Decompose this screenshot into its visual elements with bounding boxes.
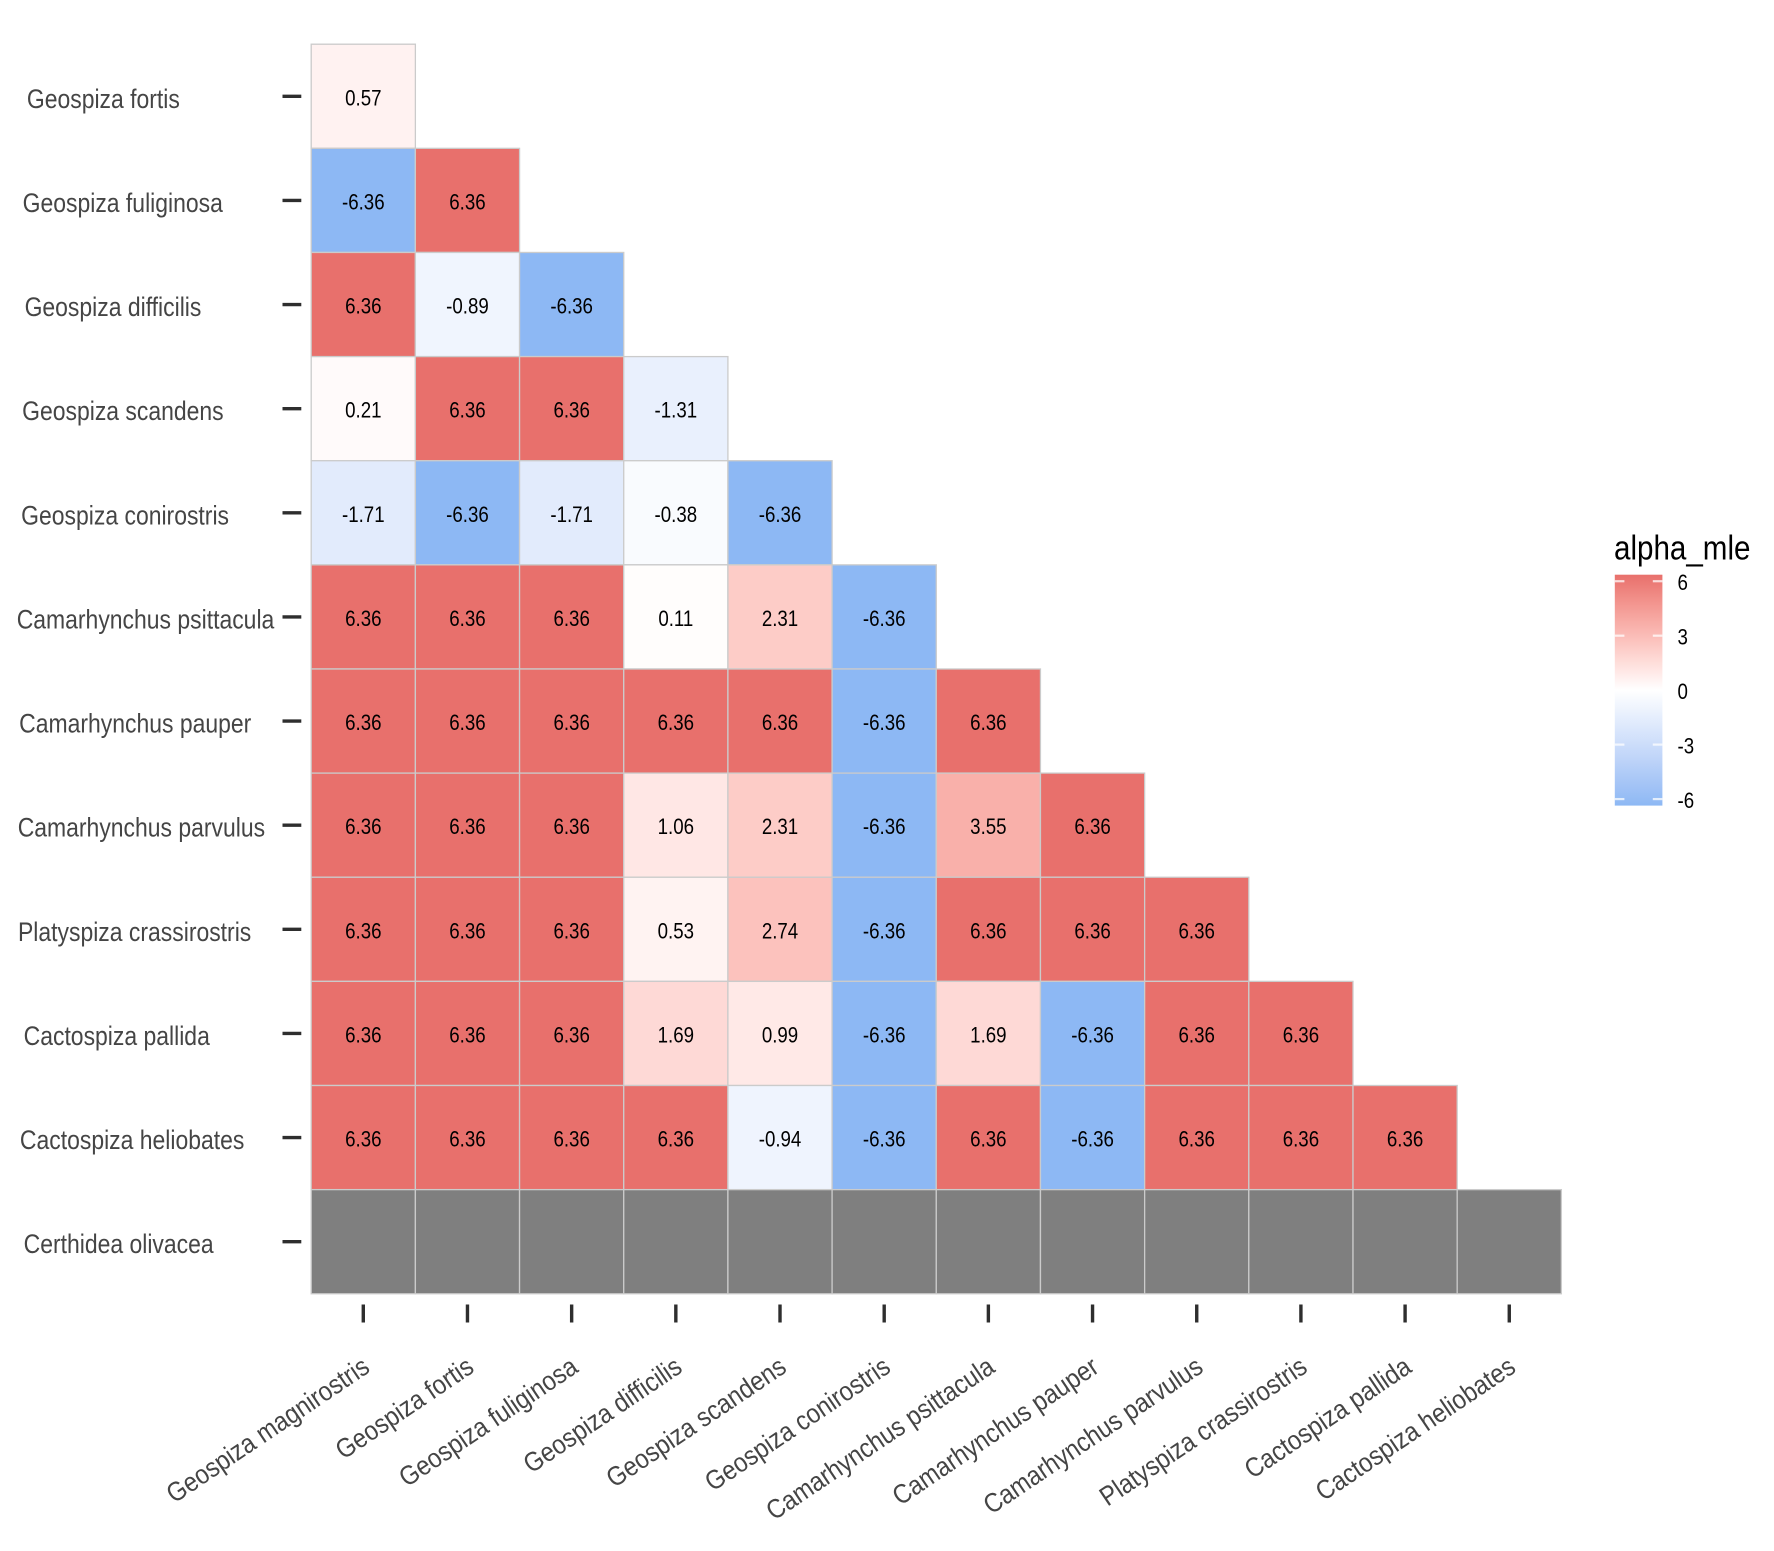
svg-text:6.36: 6.36 xyxy=(449,191,485,215)
svg-text:6.36: 6.36 xyxy=(1074,816,1110,840)
svg-text:3: 3 xyxy=(1678,626,1688,650)
svg-text:6.36: 6.36 xyxy=(1179,1024,1215,1048)
svg-text:6.36: 6.36 xyxy=(449,920,485,944)
svg-text:Cactospiza heliobates: Cactospiza heliobates xyxy=(20,1125,244,1155)
svg-text:-0.89: -0.89 xyxy=(446,295,489,319)
svg-text:0.57: 0.57 xyxy=(345,87,381,111)
svg-text:6.36: 6.36 xyxy=(1283,1024,1319,1048)
svg-text:6.36: 6.36 xyxy=(345,712,381,736)
svg-text:-6.36: -6.36 xyxy=(342,191,385,215)
svg-text:6.36: 6.36 xyxy=(970,712,1006,736)
svg-text:6.36: 6.36 xyxy=(553,920,589,944)
svg-text:6.36: 6.36 xyxy=(345,816,381,840)
svg-text:-3: -3 xyxy=(1678,735,1695,759)
svg-text:6.36: 6.36 xyxy=(762,712,798,736)
svg-text:6.36: 6.36 xyxy=(345,295,381,319)
svg-text:6.36: 6.36 xyxy=(1074,920,1110,944)
svg-text:6.36: 6.36 xyxy=(553,399,589,423)
svg-text:6.36: 6.36 xyxy=(1179,1128,1215,1152)
svg-text:2.74: 2.74 xyxy=(762,920,798,944)
svg-text:6.36: 6.36 xyxy=(658,712,694,736)
svg-text:-6: -6 xyxy=(1678,790,1695,814)
svg-text:6.36: 6.36 xyxy=(658,1128,694,1152)
svg-text:Platyspiza crassirostris: Platyspiza crassirostris xyxy=(18,917,251,947)
svg-text:-0.94: -0.94 xyxy=(759,1128,802,1152)
svg-text:6.36: 6.36 xyxy=(553,1128,589,1152)
svg-text:-6.36: -6.36 xyxy=(1071,1128,1114,1152)
svg-text:Cactospiza pallida: Cactospiza pallida xyxy=(24,1021,210,1051)
svg-text:Geospiza fuliginosa: Geospiza fuliginosa xyxy=(23,188,223,218)
svg-text:6.36: 6.36 xyxy=(1387,1128,1423,1152)
svg-text:alpha_mle: alpha_mle xyxy=(1614,529,1750,567)
svg-text:0: 0 xyxy=(1678,681,1688,705)
svg-text:1.69: 1.69 xyxy=(658,1024,694,1048)
svg-text:6.36: 6.36 xyxy=(553,608,589,632)
svg-text:6.36: 6.36 xyxy=(449,399,485,423)
svg-text:6.36: 6.36 xyxy=(345,920,381,944)
svg-text:Camarhynchus psittacula: Camarhynchus psittacula xyxy=(17,605,275,635)
svg-text:6.36: 6.36 xyxy=(449,1024,485,1048)
svg-text:2.31: 2.31 xyxy=(762,816,798,840)
svg-text:6.36: 6.36 xyxy=(553,816,589,840)
svg-text:-6.36: -6.36 xyxy=(863,1024,906,1048)
svg-text:-6.36: -6.36 xyxy=(863,816,906,840)
svg-text:-6.36: -6.36 xyxy=(759,503,802,527)
svg-text:-0.38: -0.38 xyxy=(655,503,698,527)
svg-text:0.53: 0.53 xyxy=(658,920,694,944)
svg-text:6.36: 6.36 xyxy=(553,1024,589,1048)
svg-text:-1.71: -1.71 xyxy=(342,503,385,527)
svg-text:0.21: 0.21 xyxy=(345,399,381,423)
svg-text:6.36: 6.36 xyxy=(449,816,485,840)
svg-text:6.36: 6.36 xyxy=(345,608,381,632)
svg-text:Camarhynchus pauper: Camarhynchus pauper xyxy=(19,709,251,739)
svg-text:3.55: 3.55 xyxy=(970,816,1006,840)
svg-text:0.99: 0.99 xyxy=(762,1024,798,1048)
svg-text:-1.71: -1.71 xyxy=(550,503,593,527)
svg-text:-6.36: -6.36 xyxy=(863,712,906,736)
svg-text:-6.36: -6.36 xyxy=(1071,1024,1114,1048)
svg-text:Geospiza fortis: Geospiza fortis xyxy=(27,84,180,114)
svg-text:-6.36: -6.36 xyxy=(863,920,906,944)
svg-text:1.06: 1.06 xyxy=(658,816,694,840)
svg-text:6.36: 6.36 xyxy=(449,1128,485,1152)
svg-text:-6.36: -6.36 xyxy=(863,608,906,632)
svg-text:6.36: 6.36 xyxy=(1179,920,1215,944)
svg-text:Certhidea olivacea: Certhidea olivacea xyxy=(24,1229,214,1259)
svg-text:-6.36: -6.36 xyxy=(863,1128,906,1152)
svg-text:6.36: 6.36 xyxy=(345,1024,381,1048)
svg-text:-6.36: -6.36 xyxy=(550,295,593,319)
svg-text:6.36: 6.36 xyxy=(970,920,1006,944)
svg-text:1.69: 1.69 xyxy=(970,1024,1006,1048)
svg-text:6.36: 6.36 xyxy=(970,1128,1006,1152)
svg-text:6.36: 6.36 xyxy=(1283,1128,1319,1152)
svg-text:Geospiza conirostris: Geospiza conirostris xyxy=(21,501,229,531)
svg-text:Camarhynchus parvulus: Camarhynchus parvulus xyxy=(18,813,265,843)
svg-text:-6.36: -6.36 xyxy=(446,503,489,527)
svg-text:6.36: 6.36 xyxy=(345,1128,381,1152)
svg-text:Geospiza difficilis: Geospiza difficilis xyxy=(25,292,202,322)
svg-text:-1.31: -1.31 xyxy=(655,399,698,423)
svg-text:6.36: 6.36 xyxy=(553,712,589,736)
svg-text:0.11: 0.11 xyxy=(658,608,693,632)
svg-text:6: 6 xyxy=(1678,572,1688,596)
svg-text:6.36: 6.36 xyxy=(449,608,485,632)
svg-text:2.31: 2.31 xyxy=(762,608,798,632)
svg-text:Geospiza scandens: Geospiza scandens xyxy=(22,396,224,426)
svg-text:6.36: 6.36 xyxy=(449,712,485,736)
